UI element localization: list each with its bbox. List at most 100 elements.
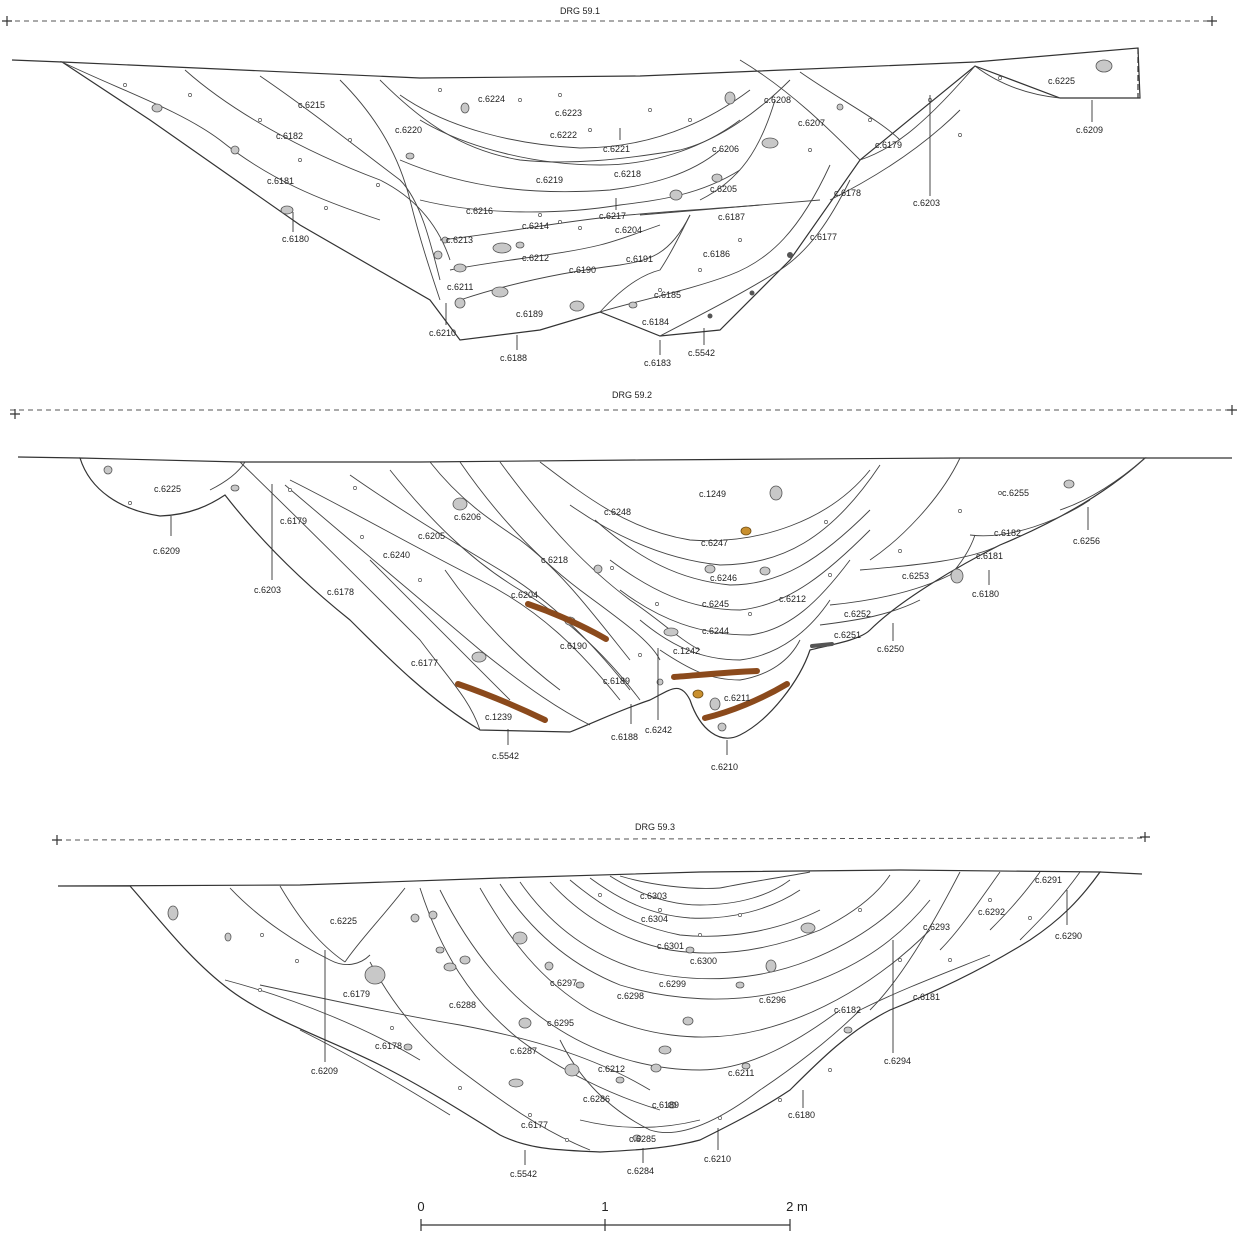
- context-label: c.6212: [598, 1064, 625, 1074]
- context-label: c.6253: [902, 571, 929, 581]
- context-label: c.6206: [712, 144, 739, 154]
- context-label: c.6221: [603, 144, 630, 154]
- context-label: c.6248: [604, 507, 631, 517]
- context-label: c.6304: [641, 914, 668, 924]
- datum-cross-left: [2, 16, 12, 26]
- context-label: c.6177: [411, 658, 438, 668]
- context-label: c.6300: [690, 956, 717, 966]
- scale-bar: 0 1 2 m: [417, 1199, 808, 1231]
- context-label: c.6189: [603, 676, 630, 686]
- context-label: c.6178: [375, 1041, 402, 1051]
- inclusions: [167, 893, 1032, 1142]
- context-label: c.6209: [311, 1066, 338, 1076]
- context-label: c.6296: [759, 995, 786, 1005]
- context-label: c.6186: [703, 249, 730, 259]
- context-label: c.6188: [500, 353, 527, 363]
- context-label: c.6178: [834, 188, 861, 198]
- context-label: c.6181: [913, 992, 940, 1002]
- context-label: c.6217: [599, 211, 626, 221]
- scale-label: 1: [601, 1199, 608, 1214]
- section-title: DRG 59.3: [635, 822, 675, 832]
- context-label: c.6183: [644, 358, 671, 368]
- context-label: c.6179: [280, 516, 307, 526]
- context-label: c.6209: [153, 546, 180, 556]
- context-label: c.6178: [327, 587, 354, 597]
- context-label: c.6216: [466, 206, 493, 216]
- context-label: c.6187: [718, 212, 745, 222]
- context-label: c.6251: [834, 630, 861, 640]
- context-label: c.6211: [728, 1068, 754, 1078]
- datum-line: [56, 837, 1147, 841]
- context-label: c.6303: [640, 891, 667, 901]
- layer-boundaries: [61, 59, 1061, 337]
- context-label: c.1249: [699, 489, 726, 499]
- context-label: c.6288: [449, 1000, 476, 1010]
- context-label: c.1239: [485, 712, 512, 722]
- section-drg-59-1: DRG 59.1: [2, 6, 1217, 368]
- context-label: c.6291: [1035, 875, 1062, 885]
- context-label: c.6225: [330, 916, 357, 926]
- section-title: DRG 59.1: [560, 6, 600, 16]
- context-label: c.6185: [654, 290, 681, 300]
- context-label: c.6240: [383, 550, 410, 560]
- datum-cross-right: [1207, 16, 1217, 26]
- section-outline: [57, 869, 1102, 1153]
- ground-surface-left: [17, 456, 81, 459]
- section-outline: [79, 457, 1147, 739]
- context-label: c.6286: [583, 1094, 610, 1104]
- context-label: c.6220: [395, 125, 422, 135]
- context-label: c.6255: [1002, 488, 1029, 498]
- context-label: c.6190: [569, 265, 596, 275]
- context-label: c.6208: [764, 95, 791, 105]
- inclusions: [103, 465, 1075, 732]
- section-title: DRG 59.2: [612, 390, 652, 400]
- context-label: c.5542: [510, 1169, 537, 1179]
- context-label: c.6247: [701, 538, 728, 548]
- context-label: c.6215: [298, 100, 325, 110]
- context-label: c.6218: [614, 169, 641, 179]
- context-label: c.6212: [779, 594, 806, 604]
- context-label: c.6180: [282, 234, 309, 244]
- context-label: c.6177: [810, 232, 837, 242]
- context-label: c.6181: [976, 551, 1003, 561]
- scale-label: 2 m: [786, 1199, 808, 1214]
- context-label: c.6203: [913, 198, 940, 208]
- context-label: c.6222: [550, 130, 577, 140]
- context-label: c.6225: [1048, 76, 1075, 86]
- context-label: c.6190: [560, 641, 587, 651]
- context-label: c.5542: [492, 751, 519, 761]
- section-outline: [59, 47, 1141, 341]
- context-label: c.6189: [516, 309, 543, 319]
- context-label: c.6284: [627, 1166, 654, 1176]
- context-label: c.6244: [702, 626, 729, 636]
- ground-surface-left: [11, 59, 63, 63]
- context-labels: c.6303 c.6291 c.6225 c.6304 c.6292 c.629…: [311, 875, 1082, 1179]
- context-label: c.6224: [478, 94, 505, 104]
- context-label: c.6206: [454, 512, 481, 522]
- context-label: c.6299: [659, 979, 686, 989]
- context-label: c.6211: [724, 693, 750, 703]
- context-label: c.6290: [1055, 931, 1082, 941]
- context-label: c.6256: [1073, 536, 1100, 546]
- layer-boundaries: [209, 457, 1146, 731]
- context-label: c.6295: [547, 1018, 574, 1028]
- datum-cross-right: [1140, 832, 1150, 842]
- context-label: c.6209: [1076, 125, 1103, 135]
- context-label: c.6219: [536, 175, 563, 185]
- wood-fragments: [455, 601, 834, 723]
- context-label: c.6214: [522, 221, 549, 231]
- inclusions: [123, 59, 1113, 319]
- context-label: c.6293: [923, 922, 950, 932]
- context-label: c.6207: [798, 118, 825, 128]
- context-label: c.6210: [704, 1154, 731, 1164]
- context-labels: c.6225 c.6209 c.6215 c.6182 c.6181 c.618…: [267, 76, 1103, 368]
- context-label: c.6203: [254, 585, 281, 595]
- context-label: c.6188: [611, 732, 638, 742]
- context-label: c.6297: [550, 978, 577, 988]
- context-label: c.6182: [994, 528, 1021, 538]
- context-label: c.6181: [267, 176, 294, 186]
- context-label: c.6245: [702, 599, 729, 609]
- context-label: c.6250: [877, 644, 904, 654]
- context-label: c.6285: [629, 1134, 656, 1144]
- context-label: c.6218: [541, 555, 568, 565]
